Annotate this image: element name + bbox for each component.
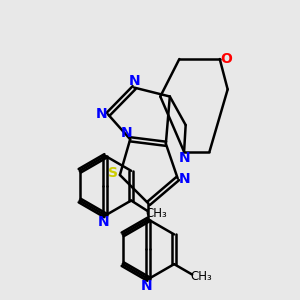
- Text: N: N: [141, 278, 153, 292]
- Text: N: N: [121, 126, 132, 140]
- Text: CH₃: CH₃: [146, 207, 167, 220]
- Text: N: N: [96, 107, 107, 121]
- Text: N: N: [178, 172, 190, 185]
- Text: N: N: [178, 151, 190, 165]
- Text: S: S: [108, 167, 118, 181]
- Text: CH₃: CH₃: [191, 269, 213, 283]
- Text: N: N: [128, 74, 140, 88]
- Text: N: N: [98, 215, 110, 229]
- Text: O: O: [220, 52, 232, 66]
